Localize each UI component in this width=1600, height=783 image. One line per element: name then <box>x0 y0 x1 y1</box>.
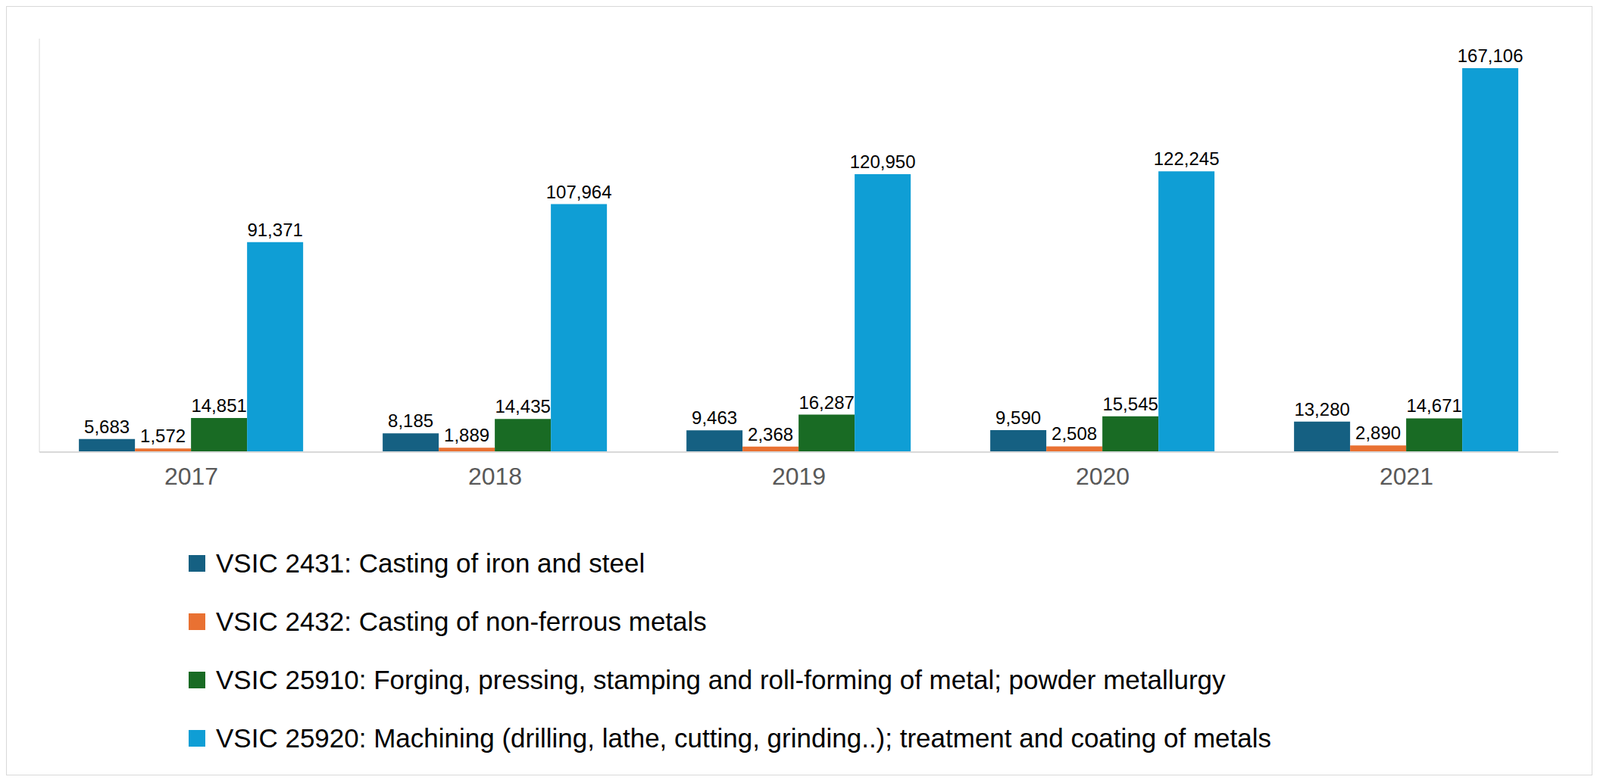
html-text:VSIC 25920: Machining (drillin: VSIC 25920: Machining (drilling, lathe, … <box>215 723 1272 753</box>
svg-text:2,368: 2,368 <box>747 424 794 445</box>
svg-text:14,435: 14,435 <box>494 396 550 417</box>
svg-text:2020: 2020 <box>1075 462 1130 491</box>
svg-text:14,671: 14,671 <box>1406 395 1462 416</box>
svg-text:2018: 2018 <box>468 462 522 491</box>
svg-text:91,371: 91,371 <box>246 219 303 241</box>
svg-text:1,572: 1,572 <box>140 425 186 447</box>
svg-text:2017: 2017 <box>164 462 219 491</box>
html-text:VSIC 25910: Forging, pressing,: VSIC 25910: Forging, pressing, stamping … <box>215 664 1226 695</box>
svg-text:167,106: 167,106 <box>1457 45 1524 66</box>
svg-text:1,889: 1,889 <box>443 425 490 446</box>
svg-text:120,950: 120,950 <box>850 151 916 172</box>
svg-text:107,964: 107,964 <box>546 181 613 203</box>
svg-text:9,590: 9,590 <box>995 407 1041 429</box>
html-text:VSIC 2431: Casting of iron and: VSIC 2431: Casting of iron and steel <box>215 548 645 578</box>
svg-text:5,683: 5,683 <box>84 416 130 438</box>
svg-text:16,287: 16,287 <box>798 392 854 413</box>
svg-text:2,890: 2,890 <box>1355 422 1401 444</box>
svg-text:13,280: 13,280 <box>1293 399 1350 420</box>
svg-text:14,851: 14,851 <box>190 395 247 416</box>
svg-text:15,545: 15,545 <box>1102 393 1158 415</box>
svg-text:2,508: 2,508 <box>1051 423 1097 444</box>
svg-text:2021: 2021 <box>1379 462 1434 491</box>
svg-text:2019: 2019 <box>771 462 826 491</box>
html-text:VSIC 2432: Casting of non-ferr: VSIC 2432: Casting of non-ferrous metals <box>215 606 707 636</box>
svg-text:122,245: 122,245 <box>1153 148 1220 169</box>
svg-text:8,185: 8,185 <box>387 410 434 432</box>
svg-text:9,463: 9,463 <box>691 407 738 429</box>
